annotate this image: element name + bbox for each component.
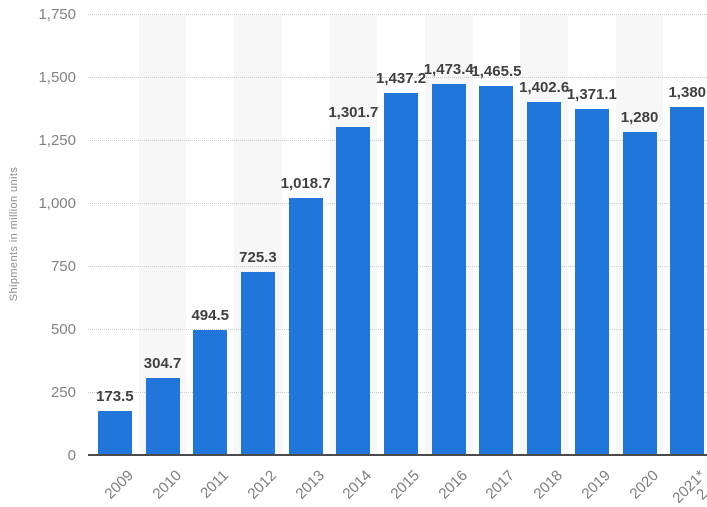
- y-tick-label: 0: [67, 446, 76, 464]
- value-label: 304.7: [143, 355, 182, 373]
- bar: [527, 101, 562, 455]
- bar: [431, 83, 466, 455]
- x-tick-label: 2020: [625, 467, 662, 503]
- value-label: 1,380: [668, 84, 707, 102]
- x-tick-label: 2013: [292, 467, 328, 503]
- bar: [97, 411, 132, 455]
- x-tick-label: 2016: [435, 467, 471, 503]
- y-tick-label: 500: [50, 320, 76, 338]
- bar: [479, 85, 514, 455]
- x-tick-label: 2018: [530, 467, 567, 503]
- x-tick-label: 2017: [482, 467, 519, 503]
- value-label: 1,280: [620, 109, 659, 127]
- y-tick-label: 1,000: [38, 194, 76, 212]
- bar: [193, 330, 228, 455]
- gridline: [88, 76, 707, 78]
- value-label: 1,437.2: [376, 69, 427, 87]
- bar: [384, 92, 419, 455]
- x-tick-label: 2015: [387, 467, 424, 503]
- value-label: 1,371.1: [566, 86, 617, 104]
- value-label: 725.3: [239, 249, 277, 267]
- value-label: 1,473.4: [423, 60, 474, 78]
- value-label: 1,301.7: [328, 103, 379, 121]
- x-axis-line: [88, 454, 707, 456]
- y-tick-label: 250: [50, 383, 76, 401]
- bar: [288, 198, 323, 455]
- y-tick-label: 1,750: [38, 5, 76, 23]
- value-label: 1,018.7: [280, 175, 331, 193]
- bar: [670, 107, 705, 455]
- x-tick-label: 2019: [578, 467, 614, 503]
- bar: [574, 109, 609, 455]
- x-tick-label: 2014: [339, 467, 376, 503]
- y-tick-label: 1,250: [38, 131, 76, 149]
- bar: [336, 126, 371, 455]
- bar: [145, 378, 180, 455]
- bar: [622, 132, 657, 455]
- x-tick-label: 2010: [148, 467, 185, 503]
- value-label: 173.5: [96, 388, 134, 406]
- value-label: 1,465.5: [471, 62, 522, 80]
- value-label: 1,402.6: [519, 78, 570, 96]
- x-tick-label: 2012: [244, 467, 280, 503]
- y-tick-label: 750: [50, 257, 76, 275]
- value-label: 494.5: [191, 307, 230, 325]
- x-tick-label: 2009: [101, 467, 137, 503]
- y-tick-label: 1,500: [38, 68, 76, 86]
- bar: [240, 272, 275, 455]
- gridline: [88, 13, 707, 15]
